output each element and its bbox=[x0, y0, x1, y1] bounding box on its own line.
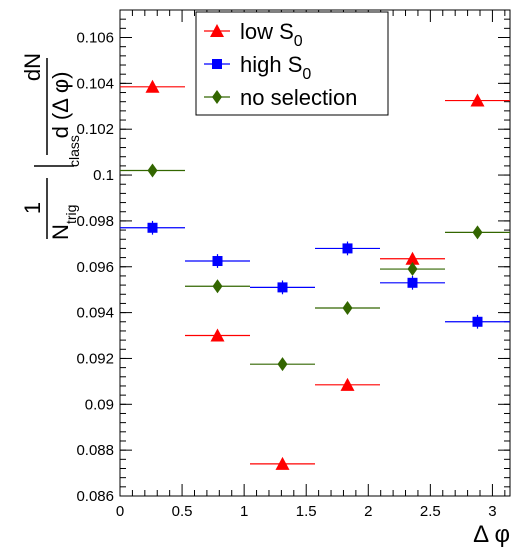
y-tick-label: 0.09 bbox=[85, 396, 114, 413]
x-tick-label: 1 bbox=[240, 503, 248, 520]
data-marks bbox=[120, 79, 510, 470]
y-tick-label: 0.088 bbox=[76, 442, 114, 459]
legend-label: no selection bbox=[240, 85, 357, 110]
y-tick-label: 0.092 bbox=[76, 350, 114, 367]
y-axis-label: dN d (Δ φ) 1 N trig class bbox=[20, 53, 82, 240]
series-2 bbox=[120, 163, 510, 372]
y-tick-label: 0.102 bbox=[76, 121, 114, 138]
plot-frame bbox=[119, 9, 511, 497]
x-tick-label: 2 bbox=[364, 503, 372, 520]
y-label-class-subscript: class bbox=[66, 135, 82, 167]
data-point bbox=[342, 243, 353, 254]
y-label-one: 1 bbox=[20, 202, 45, 214]
data-point bbox=[405, 251, 420, 265]
y-label-trig-subscript: trig bbox=[63, 205, 79, 224]
x-tick-label: 1.5 bbox=[296, 503, 317, 520]
data-point bbox=[212, 256, 223, 267]
x-tick-label: 0.5 bbox=[172, 503, 193, 520]
y-tick-label: 0.098 bbox=[76, 213, 114, 230]
data-point bbox=[147, 163, 158, 178]
axis-tick-labels: 0 0.5 1 1.5 2 2.5 3 0.086 0.088 0.09 0.092 0.094 0.0… bbox=[76, 30, 496, 520]
data-point bbox=[407, 262, 418, 277]
data-point bbox=[472, 225, 483, 240]
legend-marker bbox=[212, 90, 222, 104]
data-point bbox=[472, 316, 483, 327]
data-point bbox=[470, 93, 485, 107]
data-point bbox=[277, 357, 288, 372]
data-point bbox=[407, 277, 418, 288]
data-point bbox=[147, 222, 158, 233]
data-point bbox=[340, 377, 355, 391]
series-0 bbox=[120, 79, 510, 470]
y-label-ntrig: N bbox=[48, 224, 73, 240]
x-axis-label: Δ φ bbox=[473, 521, 510, 548]
y-label-dphi: d (Δ φ) bbox=[48, 72, 73, 139]
y-tick-label: 0.106 bbox=[76, 30, 114, 47]
y-tick-label: 0.086 bbox=[76, 488, 114, 505]
x-tick-label: 0 bbox=[116, 503, 124, 520]
y-tick-label: 0.1 bbox=[93, 167, 114, 184]
x-tick-label: 3 bbox=[488, 503, 496, 520]
data-point bbox=[210, 328, 225, 342]
axis-ticks bbox=[119, 9, 510, 497]
legend-marker bbox=[212, 59, 222, 69]
y-tick-label: 0.104 bbox=[76, 75, 114, 92]
y-tick-label: 0.096 bbox=[76, 259, 114, 276]
data-point bbox=[145, 79, 160, 93]
data-point bbox=[342, 301, 353, 316]
y-tick-label: 0.094 bbox=[76, 305, 114, 322]
series-1 bbox=[120, 220, 510, 329]
data-point bbox=[277, 282, 288, 293]
x-tick-label: 2.5 bbox=[420, 503, 441, 520]
y-label-dn: dN bbox=[20, 53, 45, 81]
data-point bbox=[275, 456, 290, 470]
data-point bbox=[212, 279, 223, 294]
legend-marker bbox=[210, 24, 224, 37]
